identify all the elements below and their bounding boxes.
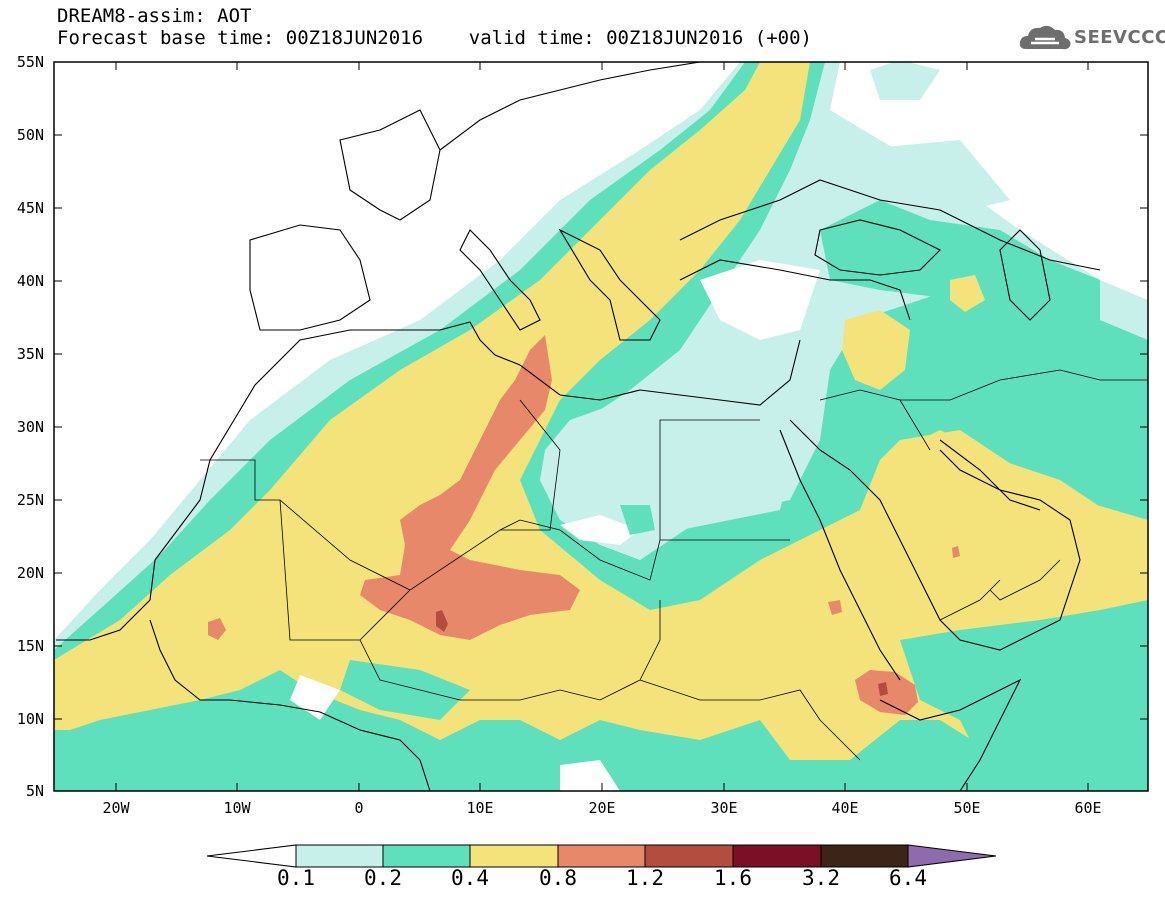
colorbar-swatch-4: [557, 844, 646, 868]
colorbar-label: 6.4: [889, 866, 927, 890]
colorbar-max-arrow: [907, 844, 997, 868]
colorbar-label: 0.4: [451, 866, 489, 890]
lon-label: 50E: [953, 799, 981, 817]
lon-label: 60E: [1074, 799, 1102, 817]
colorbar-label: 3.2: [802, 866, 840, 890]
forecast-time-label: Forecast base time: 00Z18JUN2016 valid t…: [57, 27, 812, 49]
lat-label: 35N: [16, 345, 44, 363]
colorbar-swatch-5: [644, 844, 734, 868]
colorbar-label: 0.1: [277, 866, 315, 890]
cloud-icon: [1019, 25, 1071, 50]
lat-label: 45N: [16, 199, 44, 217]
seevccc-logo: SEEVCCC: [1018, 21, 1165, 55]
colorbar-swatch-2: [382, 844, 471, 868]
lon-label: 40E: [831, 799, 859, 817]
colorbar: [206, 844, 997, 868]
colorbar-swatch-1: [295, 844, 384, 868]
colorbar-swatch-7: [820, 844, 909, 868]
lat-label: 15N: [16, 637, 44, 655]
colorbar-label: 1.2: [626, 866, 664, 890]
colorbar-swatch-6: [732, 844, 822, 868]
lon-label: 20W: [102, 799, 130, 817]
lon-label: 30E: [710, 799, 738, 817]
lat-label: 5N: [25, 782, 44, 800]
coastlines: [56, 62, 1101, 791]
lat-label: 10N: [16, 710, 44, 728]
logo-text: SEEVCCC: [1074, 27, 1165, 48]
colorbar-min-arrow: [206, 844, 297, 868]
lat-label: 50N: [16, 126, 44, 144]
lat-label: 25N: [16, 491, 44, 509]
colorbar-label: 0.8: [539, 866, 577, 890]
country-borders: [200, 369, 1148, 761]
lon-label: 0: [354, 799, 364, 817]
lon-label: 10W: [223, 799, 251, 817]
colorbar-swatch-3: [469, 844, 559, 868]
lat-label: 55N: [16, 53, 44, 71]
axis-ticks: [54, 61, 1148, 792]
colorbar-label: 0.2: [364, 866, 402, 890]
colorbar-label: 1.6: [714, 866, 752, 890]
lat-label: 30N: [16, 418, 44, 436]
map-title: DREAM8-assim: AOT: [57, 5, 252, 27]
lon-label: 20E: [588, 799, 616, 817]
lat-label: 20N: [16, 564, 44, 582]
lat-label: 40N: [16, 272, 44, 290]
lon-label: 10E: [466, 799, 494, 817]
aot-shading: [54, 62, 1148, 791]
